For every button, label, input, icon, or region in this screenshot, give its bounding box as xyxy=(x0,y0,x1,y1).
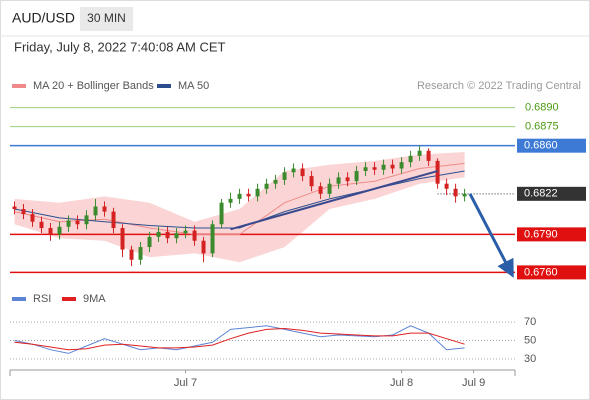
candle-body xyxy=(399,162,404,169)
candle-body xyxy=(453,188,458,197)
legend-swatch xyxy=(62,297,76,301)
candle-body xyxy=(309,176,314,187)
candle-body xyxy=(138,247,143,260)
candle-body xyxy=(57,226,62,235)
candle-body xyxy=(462,193,467,197)
candle-body xyxy=(219,202,224,225)
candle-body xyxy=(300,168,305,177)
candle-body xyxy=(12,206,17,210)
y-tick-label: 50 xyxy=(524,334,536,346)
level-label: 0.6860 xyxy=(524,140,558,152)
candle-body xyxy=(444,183,449,189)
candle-body xyxy=(156,231,161,237)
y-tick-label: 70 xyxy=(524,316,536,328)
candle-body xyxy=(66,220,71,227)
candle-body xyxy=(48,228,53,235)
candle-body xyxy=(273,179,278,184)
candle-body xyxy=(408,155,413,163)
candle-body xyxy=(435,160,440,184)
candle-body xyxy=(237,193,242,199)
candle-body xyxy=(120,228,125,250)
candle-body xyxy=(210,224,215,254)
candle-body xyxy=(39,221,44,229)
level-label: 0.6760 xyxy=(524,266,558,278)
candle-body xyxy=(228,198,233,203)
candle-body xyxy=(84,215,89,225)
candle-body xyxy=(111,211,116,229)
timestamp: Friday, July 8, 2022 7:40:08 AM CET xyxy=(14,39,226,54)
candle-body xyxy=(426,150,431,161)
candle-body xyxy=(390,164,395,169)
candle-body xyxy=(282,172,287,180)
x-tick-label: Jul 9 xyxy=(462,377,485,389)
candle-body xyxy=(318,186,323,194)
level-label-box xyxy=(517,186,586,201)
candle-body xyxy=(30,214,35,222)
candle-body xyxy=(264,183,269,189)
candle-body xyxy=(372,167,377,170)
candle-body xyxy=(327,183,332,194)
candle-body xyxy=(174,233,179,239)
candle-body xyxy=(291,168,296,173)
candle-body xyxy=(381,164,386,170)
legend-swatch xyxy=(12,84,26,88)
candle-body xyxy=(336,177,341,184)
interval-badge xyxy=(80,7,133,31)
candle-body xyxy=(147,236,152,248)
candle-body xyxy=(21,209,26,215)
symbol: AUD/USD xyxy=(12,10,75,26)
level-label-box xyxy=(517,227,586,242)
legend-swatch xyxy=(12,297,26,301)
indicator-line xyxy=(14,327,465,351)
candle-body xyxy=(246,193,251,197)
x-tick-label: Jul 8 xyxy=(390,377,413,389)
legend-label: 9MA xyxy=(83,293,106,305)
candle-body xyxy=(201,240,206,254)
candle-body xyxy=(417,150,422,156)
candle-body xyxy=(129,249,134,260)
candle-body xyxy=(75,220,80,225)
legend-label: MA 20 + Bollinger Bands xyxy=(33,80,154,92)
level-label: 0.6790 xyxy=(524,228,558,240)
level-label: 0.6890 xyxy=(525,102,559,114)
candle-body xyxy=(165,231,170,239)
indicator-line xyxy=(14,325,465,354)
candle-body xyxy=(363,167,368,172)
legend-swatch xyxy=(157,84,171,88)
level-label: 0.6822 xyxy=(524,188,558,200)
candle-body xyxy=(192,230,197,241)
level-label-box xyxy=(517,265,586,280)
level-label-box xyxy=(517,138,586,153)
source: Research © 2022 Trading Central xyxy=(417,80,581,92)
trendline xyxy=(230,170,438,231)
y-tick-label: 30 xyxy=(524,353,536,365)
candle-body xyxy=(183,230,188,234)
candle-body xyxy=(354,171,359,182)
interval: 30 MIN xyxy=(87,11,126,25)
candle-body xyxy=(102,206,107,212)
level-label: 0.6875 xyxy=(525,121,559,133)
candle-body xyxy=(93,206,98,216)
legend-label: MA 50 xyxy=(178,80,209,92)
candle-body xyxy=(255,188,260,197)
legend-label: RSI xyxy=(33,293,51,305)
forecast-arrow xyxy=(468,193,514,278)
x-tick-label: Jul 7 xyxy=(174,377,197,389)
candle-body xyxy=(345,177,350,182)
